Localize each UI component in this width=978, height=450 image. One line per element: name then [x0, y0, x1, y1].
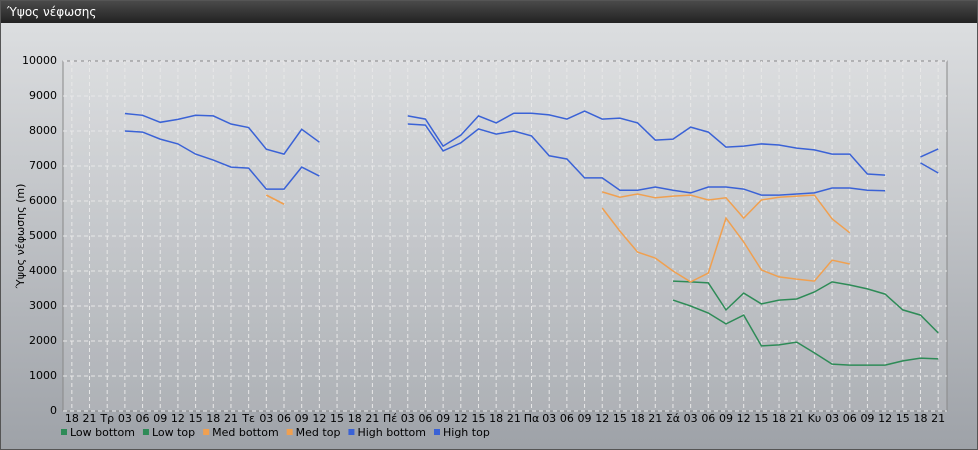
x-tick-label: 18: [65, 412, 79, 425]
x-tick-label: 09: [436, 412, 450, 425]
x-tick-label: 12: [737, 412, 751, 425]
y-tick-label: 7000: [29, 159, 57, 172]
x-tick-label: Πέ: [383, 412, 397, 425]
x-tick-label: 06: [843, 412, 857, 425]
x-tick-label: 18: [772, 412, 786, 425]
x-tick-label: 18: [489, 412, 503, 425]
x-tick-label: 06: [418, 412, 432, 425]
x-tick-label: 21: [790, 412, 804, 425]
x-tick-label: Σά: [666, 412, 680, 425]
x-tick-label: 15: [613, 412, 627, 425]
x-tick-label: 15: [754, 412, 768, 425]
chart: Ύψος νέφωσης (m) 0 1000 2000 3000 4000 5000 60…: [1, 23, 977, 449]
x-tick-label: 21: [83, 412, 97, 425]
x-tick-label: 15: [330, 412, 344, 425]
x-tick-label: 18: [206, 412, 220, 425]
y-tick-label: 3000: [29, 299, 57, 312]
x-tick-label: 09: [719, 412, 733, 425]
legend-label: Low bottom: [70, 426, 135, 439]
series-line: [124, 110, 939, 176]
x-tick-label: 06: [560, 412, 574, 425]
x-tick-label: 09: [860, 412, 874, 425]
x-tick-label: 21: [931, 412, 945, 425]
x-tick-label: 18: [631, 412, 645, 425]
y-tick-label: 6000: [29, 194, 57, 207]
x-tick-label: 09: [153, 412, 167, 425]
window-title: Ύψος νέφωσης: [1, 1, 977, 23]
x-tick-label: 12: [312, 412, 326, 425]
y-tick-label: 5000: [29, 229, 57, 242]
x-tick-label: Κυ: [808, 412, 822, 425]
x-tick-label: 15: [189, 412, 203, 425]
x-tick-label: 18: [913, 412, 927, 425]
series-line: [672, 280, 939, 334]
x-tick-label: 09: [295, 412, 309, 425]
legend-swatch: [203, 429, 210, 435]
y-tick-label: 2000: [29, 334, 57, 347]
y-tick-label: 9000: [29, 89, 57, 102]
x-tick-label: 12: [878, 412, 892, 425]
x-tick-label: 06: [136, 412, 150, 425]
series-line: [672, 299, 939, 366]
x-tick-label: 21: [648, 412, 662, 425]
x-tick-label: 12: [454, 412, 468, 425]
legend-swatch: [61, 429, 67, 435]
x-tick-label: 03: [825, 412, 839, 425]
x-tick-label: 18: [348, 412, 362, 425]
y-tick-label: 4000: [29, 264, 57, 277]
legend-label: Med bottom: [212, 426, 279, 439]
legend-swatch: [286, 429, 293, 435]
legend-label: High top: [443, 426, 490, 439]
x-tick-label: 12: [595, 412, 609, 425]
y-tick-label: 8000: [29, 124, 57, 137]
series-line: [124, 123, 939, 196]
x-tick-label: 03: [401, 412, 415, 425]
x-tick-label: 06: [701, 412, 715, 425]
legend-label: Low top: [152, 426, 195, 439]
legend-swatch: [142, 429, 149, 435]
series-line: [265, 191, 851, 234]
x-tick-label: Πα: [524, 412, 540, 425]
x-tick-label: 15: [471, 412, 485, 425]
x-tick-label: 21: [224, 412, 238, 425]
y-tick-label: 10000: [22, 54, 57, 67]
x-tick-label: 03: [118, 412, 132, 425]
x-tick-label: Τρ: [99, 412, 114, 425]
x-tick-label: 06: [277, 412, 291, 425]
x-tick-label: 09: [578, 412, 592, 425]
x-tick-label: 21: [365, 412, 379, 425]
legend-label: High bottom: [357, 426, 426, 439]
y-tick-label: 0: [50, 404, 57, 417]
legend-swatch: [348, 429, 355, 435]
legend-swatch: [434, 429, 440, 435]
legend-label: Med top: [296, 426, 341, 439]
y-axis-label: Ύψος νέφωσης (m): [14, 184, 27, 290]
x-tick-label: 15: [896, 412, 910, 425]
x-tick-label: Τε: [241, 412, 255, 425]
y-tick-label: 1000: [29, 369, 57, 382]
x-tick-label: 03: [259, 412, 273, 425]
x-tick-label: 03: [542, 412, 556, 425]
x-tick-label: 21: [507, 412, 521, 425]
x-tick-label: 03: [684, 412, 698, 425]
x-tick-label: 12: [171, 412, 185, 425]
